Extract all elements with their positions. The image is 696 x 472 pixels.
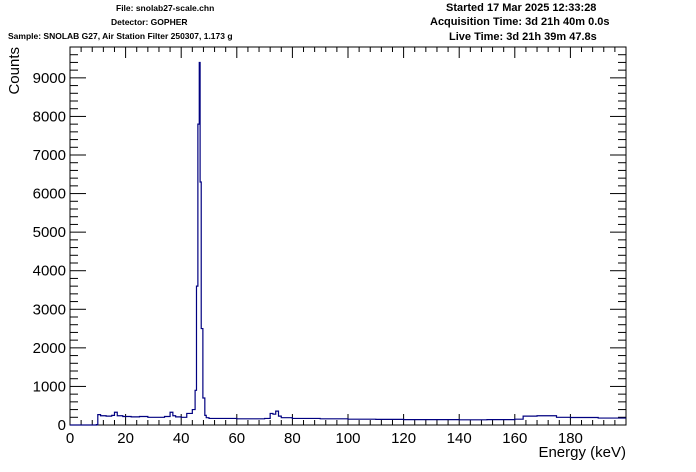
y-tick-label: 5000: [33, 224, 66, 241]
x-axis-title: Energy (keV): [538, 444, 626, 461]
y-tick-label: 3000: [33, 301, 66, 318]
start-time-label: Started 17 Mar 2025 12:33:28: [446, 2, 597, 14]
x-tick-label: 180: [558, 430, 583, 447]
x-tick-label: 60: [228, 430, 245, 447]
x-tick-label: 100: [335, 430, 360, 447]
sample-label: Sample: SNOLAB G27, Air Station Filter 2…: [8, 31, 233, 41]
x-tick-label: 80: [284, 430, 301, 447]
y-tick-label: 9000: [33, 70, 66, 87]
x-tick-label: 160: [502, 430, 527, 447]
x-tick-label: 140: [447, 430, 472, 447]
y-tick-label: 7000: [33, 147, 66, 164]
spectrum-line: [70, 61, 626, 426]
file-name-label: File: snolab27-scale.chn: [116, 3, 215, 13]
x-tick-label: 20: [117, 430, 134, 447]
detector-label: Detector: GOPHER: [111, 17, 188, 27]
y-axis-title: Counts: [6, 47, 23, 95]
y-tick-label: 1000: [33, 378, 66, 395]
x-tick-label: 40: [173, 430, 190, 447]
y-tick-label: 8000: [33, 108, 66, 125]
x-tick-label: 0: [66, 430, 74, 447]
plot-frame: [69, 46, 627, 426]
acquisition-time-label: Acquisition Time: 3d 21h 40m 0.0s: [430, 16, 610, 28]
y-tick-label: 4000: [33, 263, 66, 280]
x-tick-label: 120: [391, 430, 416, 447]
y-tick-label: 6000: [33, 186, 66, 203]
live-time-label: Live Time: 3d 21h 39m 47.8s: [449, 31, 597, 43]
y-tick-label: 0: [58, 417, 66, 434]
y-tick-label: 2000: [33, 340, 66, 357]
